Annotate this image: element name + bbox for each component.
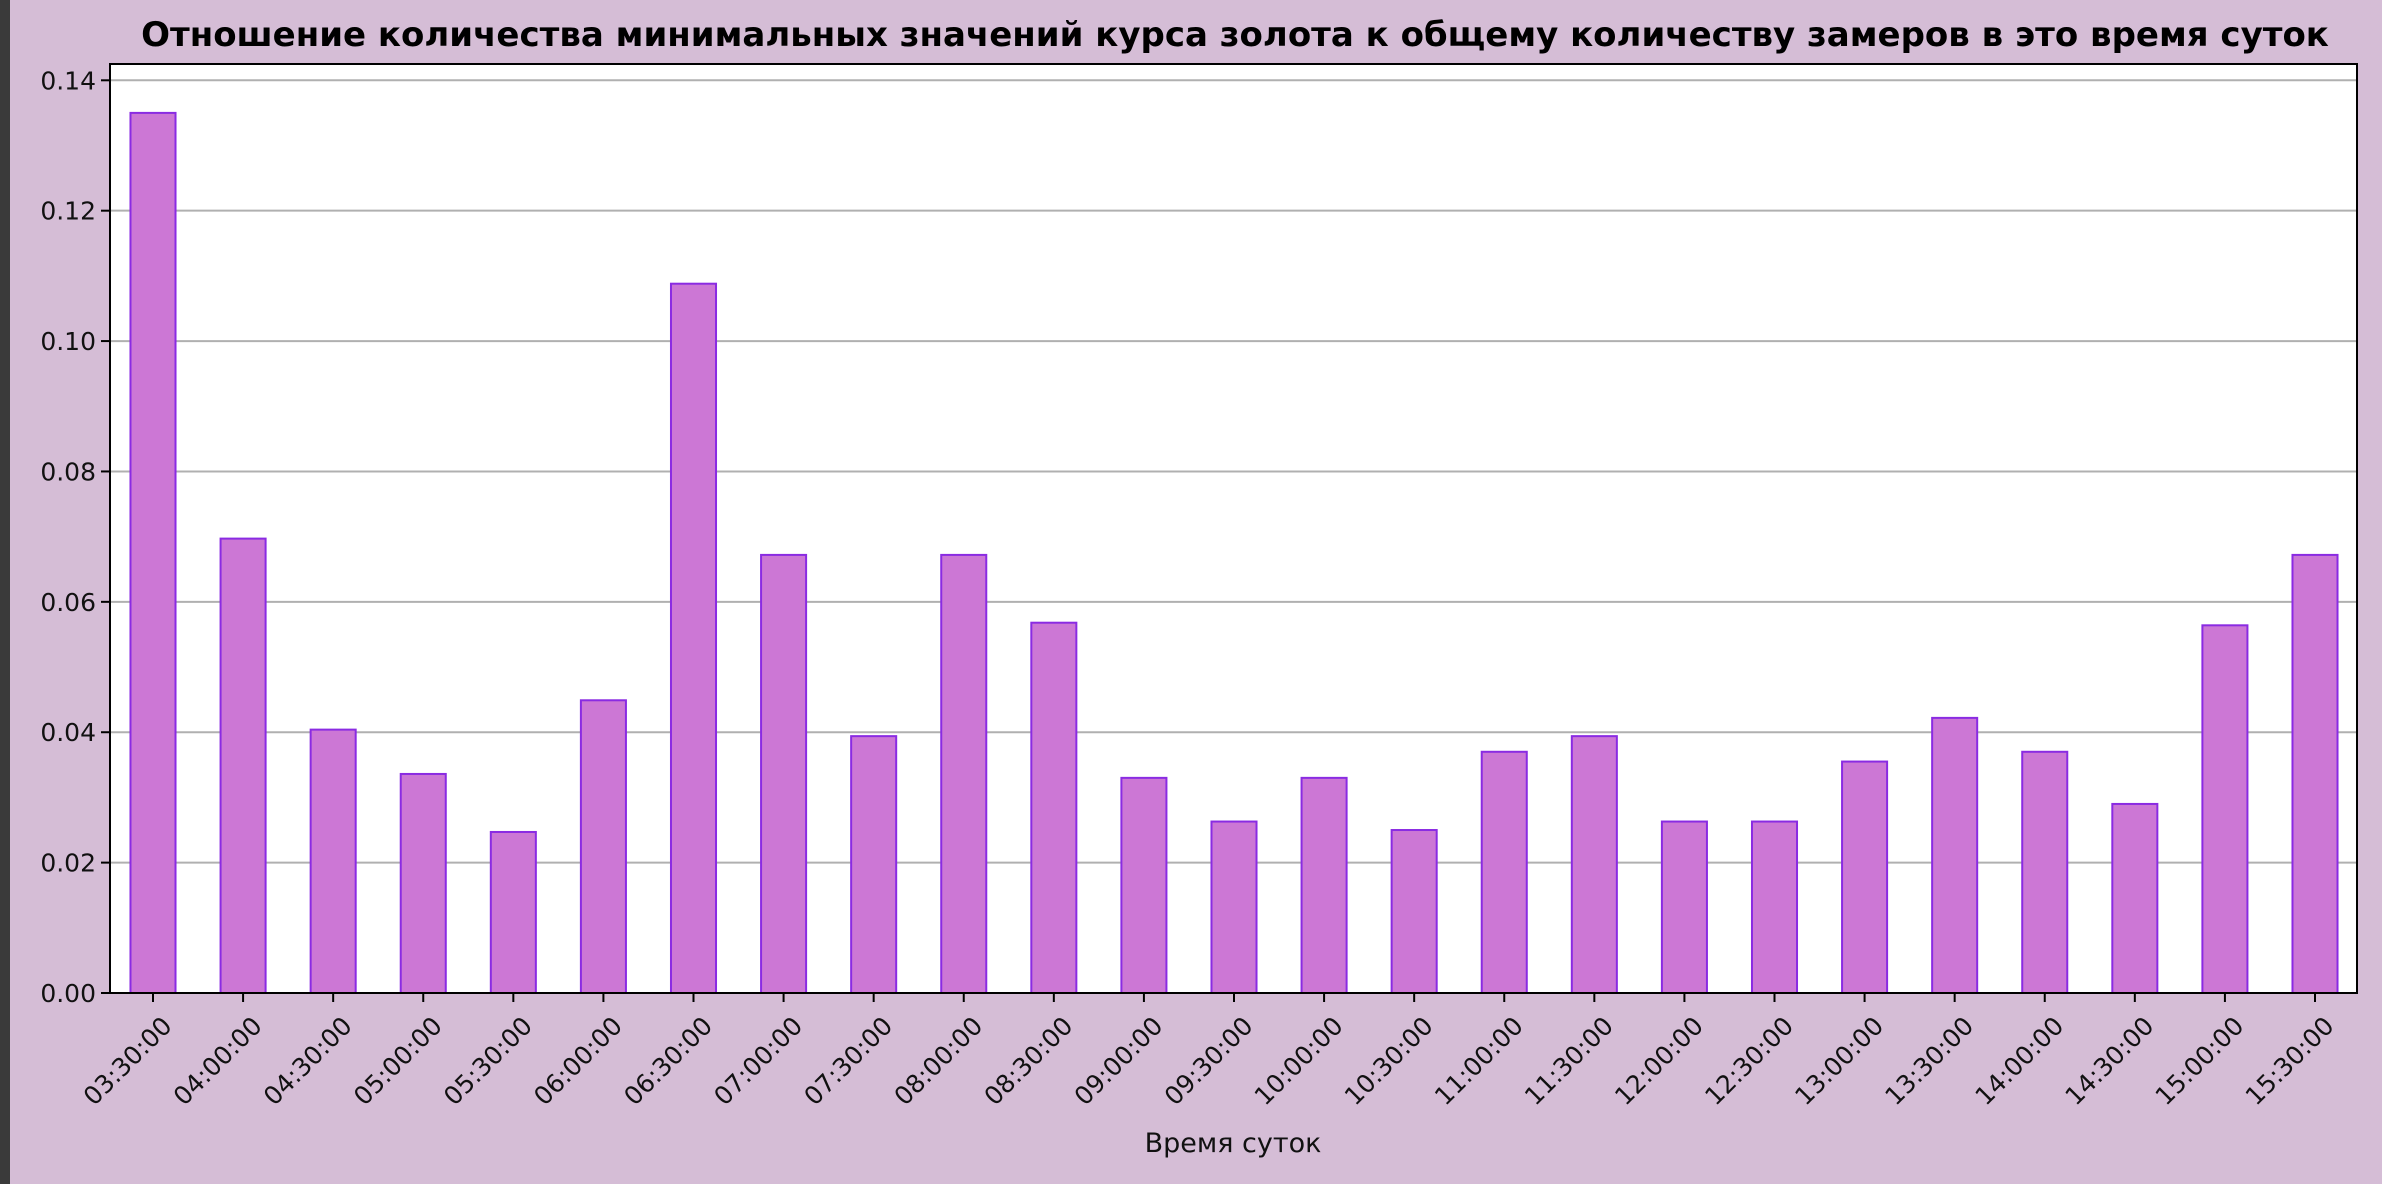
x-tick-label: 15:00:00	[2150, 1011, 2250, 1111]
x-tick-label: 09:30:00	[1159, 1011, 1259, 1111]
bar	[1390, 829, 1438, 994]
x-tick-label: 12:00:00	[1609, 1011, 1709, 1111]
x-tick-label: 07:00:00	[708, 1011, 808, 1111]
x-tick-label: 05:00:00	[348, 1011, 448, 1111]
x-tick-label: 04:00:00	[168, 1011, 268, 1111]
bar	[1300, 776, 1348, 994]
x-tick-label: 11:30:00	[1519, 1011, 1619, 1111]
bar	[399, 772, 447, 995]
y-tick-label: 0.08	[40, 457, 96, 486]
x-tick-label: 11:00:00	[1429, 1011, 1529, 1111]
x-tick-label: 13:00:00	[1789, 1011, 1889, 1111]
chart-title: Отношение количества минимальных значени…	[141, 15, 2329, 55]
bar	[850, 735, 898, 994]
y-tick-label: 0.12	[40, 197, 96, 226]
y-tick-label: 0.02	[40, 849, 96, 878]
x-tick-label: 08:30:00	[979, 1011, 1079, 1111]
x-tick-label: 05:30:00	[438, 1011, 538, 1111]
x-tick-label: 06:30:00	[618, 1011, 718, 1111]
y-tick-label: 0.04	[40, 718, 96, 747]
x-axis-label: Время суток	[1145, 1128, 1322, 1159]
bar	[2201, 624, 2249, 994]
x-tick-label: 09:00:00	[1069, 1011, 1169, 1111]
x-tick-label: 13:30:00	[1879, 1011, 1979, 1111]
bar	[219, 537, 267, 994]
bar	[1931, 716, 1979, 994]
x-tick-label: 14:00:00	[1969, 1011, 2069, 1111]
bar	[760, 553, 808, 994]
bar-chart: Отношение количества минимальных значени…	[40, 15, 2358, 1159]
bar	[2111, 802, 2159, 995]
y-axis-ticks: 0.00 0.02 0.04 0.06 0.08 0.10 0.12 0.14	[40, 66, 110, 1008]
bar	[2021, 750, 2069, 994]
x-tick-label: 03:30:00	[78, 1011, 178, 1111]
bar	[1030, 621, 1078, 994]
y-tick-label: 0.14	[40, 66, 96, 95]
bar	[129, 111, 177, 995]
x-tick-label: 07:30:00	[798, 1011, 898, 1111]
bar	[489, 830, 537, 994]
bar	[940, 553, 988, 994]
bar	[1841, 760, 1889, 995]
x-axis-ticks: 03:30:0004:00:0004:30:0005:00:0005:30:00…	[78, 993, 2340, 1111]
x-tick-label: 08:00:00	[888, 1011, 988, 1111]
y-tick-label: 0.10	[40, 327, 96, 356]
x-tick-label: 04:30:00	[258, 1011, 358, 1111]
bar	[2291, 553, 2339, 994]
y-tick-label: 0.00	[40, 979, 96, 1008]
bar	[1750, 820, 1799, 995]
bar	[1480, 750, 1528, 994]
x-tick-label: 14:30:00	[2060, 1011, 2160, 1111]
x-tick-label: 10:00:00	[1249, 1011, 1349, 1111]
bar	[1570, 735, 1618, 994]
bar	[309, 728, 357, 994]
y-tick-label: 0.06	[40, 588, 96, 617]
x-tick-label: 15:30:00	[2240, 1011, 2340, 1111]
x-tick-label: 10:30:00	[1339, 1011, 1439, 1111]
bar	[1660, 820, 1708, 995]
x-tick-label: 12:30:00	[1699, 1011, 1799, 1111]
bar	[1120, 776, 1168, 994]
bars	[129, 111, 2339, 995]
x-tick-label: 06:00:00	[528, 1011, 628, 1111]
bar	[1210, 820, 1258, 995]
bar	[669, 282, 718, 994]
bar	[579, 699, 627, 994]
figure-canvas: Отношение количества минимальных значени…	[10, 0, 2382, 1184]
